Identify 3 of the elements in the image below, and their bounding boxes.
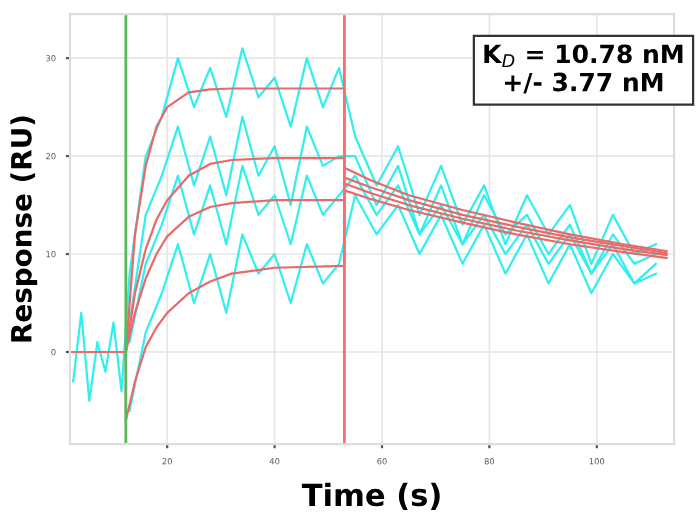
- y-axis-title: Response (RU): [10, 116, 38, 342]
- x-axis-title: Time (s): [301, 482, 440, 510]
- annotation: K$_{D}$ = 10.78 nM +/- 3.77 nM: [484, 44, 683, 94]
